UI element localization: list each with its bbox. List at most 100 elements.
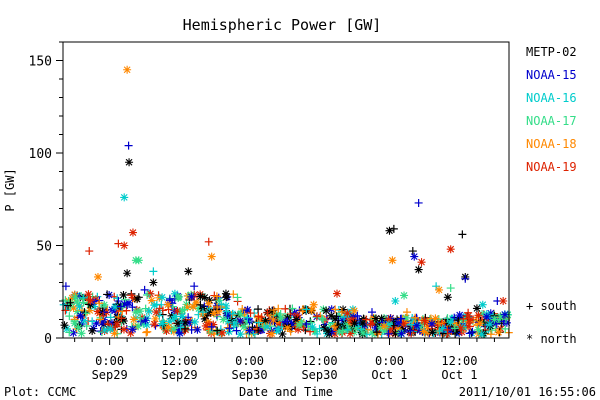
- data-point-north: [448, 314, 457, 323]
- data-point-south: [158, 306, 167, 315]
- data-point-south: [103, 290, 112, 299]
- x-tick-label-time: 12:00: [162, 354, 198, 368]
- data-point-north: [84, 290, 93, 299]
- data-point-north: [414, 265, 423, 274]
- data-point-north: [368, 318, 377, 327]
- data-point-north: [352, 320, 361, 329]
- data-point-north: [120, 300, 129, 309]
- x-tick-label-date: Sep29: [92, 368, 128, 382]
- data-point-south: [319, 316, 328, 325]
- footer-plot-source: Plot: CCMC: [4, 385, 76, 399]
- data-point-north: [236, 330, 245, 339]
- data-point-south: [128, 303, 137, 312]
- data-point-north: [374, 323, 383, 332]
- data-point-north: [190, 317, 199, 326]
- data-point-north: [388, 324, 397, 333]
- data-point-south: [367, 308, 376, 317]
- data-point-south: [95, 315, 104, 324]
- data-point-south: [318, 314, 327, 323]
- data-point-north: [255, 315, 264, 324]
- legend-item: NOAA-17: [526, 114, 577, 128]
- data-point-south: [117, 314, 126, 323]
- data-point-north: [223, 311, 232, 320]
- data-point-south: [426, 314, 435, 323]
- data-point-north: [243, 305, 252, 314]
- data-point-south: [190, 282, 199, 291]
- data-point-south: [458, 230, 467, 239]
- data-point-north: [438, 324, 447, 333]
- data-point-north: [152, 308, 161, 317]
- data-point-north: [151, 314, 160, 323]
- data-point-north: [309, 300, 318, 309]
- data-point-north: [319, 305, 328, 314]
- data-point-north: [233, 311, 242, 320]
- data-point-north: [385, 328, 394, 337]
- data-point-south: [338, 328, 347, 337]
- data-point-north: [189, 302, 198, 311]
- data-point-north: [100, 300, 109, 309]
- data-point-south: [116, 302, 125, 311]
- data-point-north: [423, 322, 432, 331]
- data-point-south: [353, 311, 362, 320]
- data-point-south: [362, 315, 371, 324]
- data-point-north: [185, 318, 194, 327]
- data-point-north: [158, 293, 167, 302]
- data-point-south: [88, 317, 97, 326]
- data-point-north: [394, 318, 403, 327]
- data-point-north: [60, 321, 69, 330]
- y-axis-label: P [GW]: [3, 168, 17, 211]
- data-point-north: [174, 293, 183, 302]
- data-point-north: [295, 321, 304, 330]
- data-point-north: [165, 317, 174, 326]
- data-point-south: [204, 237, 213, 246]
- data-point-north: [108, 319, 117, 328]
- data-point-south: [411, 313, 420, 322]
- data-point-north: [192, 298, 201, 307]
- data-point-north: [178, 306, 187, 315]
- data-point-south: [238, 304, 247, 313]
- data-point-south: [291, 322, 300, 331]
- data-point-north: [124, 298, 133, 307]
- data-point-north: [257, 325, 266, 334]
- data-point-north: [97, 318, 106, 327]
- data-point-north: [194, 304, 203, 313]
- data-point-south: [228, 309, 237, 318]
- data-point-north: [236, 310, 245, 319]
- data-point-north: [173, 319, 182, 328]
- data-point-north: [344, 324, 353, 333]
- data-point-north: [150, 320, 159, 329]
- data-point-south: [337, 307, 346, 316]
- data-point-north: [446, 326, 455, 335]
- data-point-north: [464, 311, 473, 320]
- data-point-north: [236, 316, 245, 325]
- data-point-south: [343, 325, 352, 334]
- x-tick-label-date: Oct 1: [441, 368, 477, 382]
- data-point-south: [127, 291, 136, 300]
- data-point-north: [261, 316, 270, 325]
- background-scatter: [59, 289, 513, 339]
- data-point-north: [218, 328, 227, 337]
- data-point-north: [384, 320, 393, 329]
- data-point-north: [482, 312, 491, 321]
- data-point-south: [123, 301, 132, 310]
- data-point-south: [366, 320, 375, 329]
- data-point-north: [196, 292, 205, 301]
- data-point-north: [120, 193, 129, 202]
- data-point-south: [408, 247, 417, 256]
- data-point-north: [239, 322, 248, 331]
- data-point-north: [276, 313, 285, 322]
- data-point-south: [198, 308, 207, 317]
- data-point-south: [302, 319, 311, 328]
- data-point-north: [93, 272, 102, 281]
- x-tick-label-date: Sep30: [231, 368, 267, 382]
- data-point-north: [222, 293, 231, 302]
- y-tick-label: 50: [36, 240, 52, 255]
- data-point-south: [468, 327, 477, 336]
- data-point-south: [207, 322, 216, 331]
- data-point-south: [474, 325, 483, 334]
- data-point-south: [373, 330, 382, 339]
- data-point-north: [245, 326, 254, 335]
- data-point-north: [75, 321, 84, 330]
- data-point-north: [71, 293, 80, 302]
- data-point-north: [375, 321, 384, 330]
